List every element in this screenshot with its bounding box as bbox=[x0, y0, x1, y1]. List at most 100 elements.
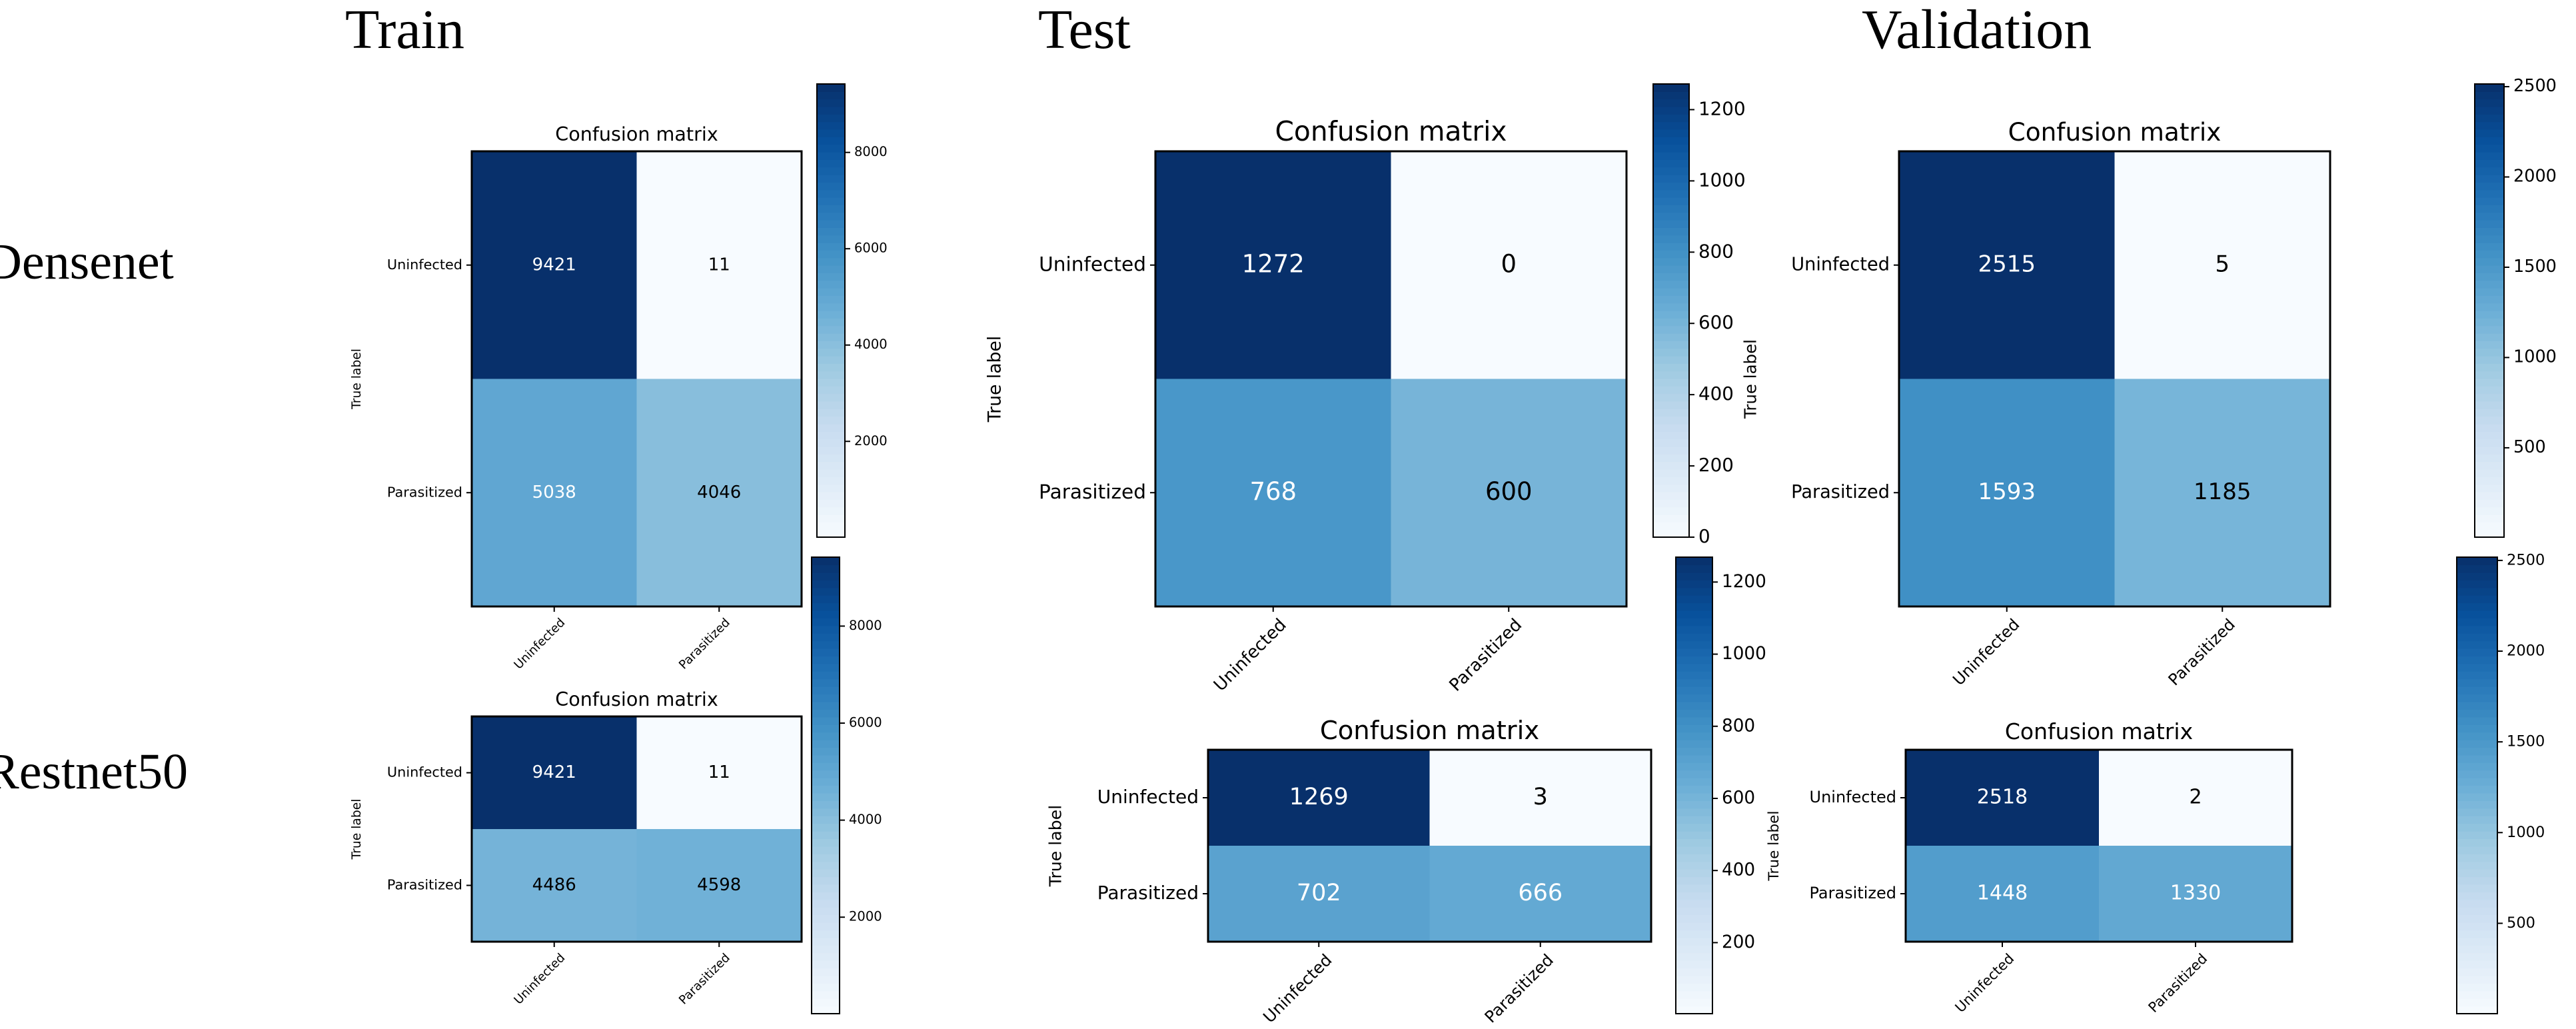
colorbar-segment bbox=[2457, 983, 2497, 992]
colorbar-segment bbox=[812, 663, 840, 672]
colorbar-tick-label: 0 bbox=[1698, 525, 1710, 547]
colorbar-segment bbox=[1676, 975, 1712, 984]
colorbar-segment bbox=[817, 182, 845, 191]
colorbar-segment bbox=[812, 762, 840, 771]
colorbar-segment bbox=[2475, 152, 2504, 160]
colorbar-segment bbox=[2457, 869, 2497, 878]
colorbar-segment bbox=[1676, 899, 1712, 908]
colorbar-segment bbox=[1653, 447, 1689, 455]
matrix-frame bbox=[1154, 150, 1628, 608]
x-tick-label: Uninfected bbox=[1210, 615, 1291, 696]
colorbar-segment bbox=[1676, 602, 1712, 611]
colorbar-segment bbox=[812, 846, 840, 854]
colorbar-segment bbox=[812, 831, 840, 840]
colorbar-segment bbox=[817, 205, 845, 213]
colorbar-segment bbox=[817, 152, 845, 160]
colorbar-segment bbox=[2457, 846, 2497, 854]
colorbar-segment bbox=[1676, 762, 1712, 771]
colorbar-segment bbox=[817, 461, 845, 470]
cell-value-label: 9421 bbox=[532, 762, 576, 782]
cell-value-label: 1185 bbox=[2194, 479, 2252, 505]
colorbar-segment bbox=[1676, 930, 1712, 938]
colorbar-segment bbox=[1676, 709, 1712, 718]
colorbar-segment bbox=[1653, 499, 1689, 508]
colorbar-segment bbox=[2457, 861, 2497, 870]
colorbar-segment bbox=[2475, 454, 2504, 463]
colorbar-segment bbox=[2457, 572, 2497, 580]
colorbar-segment bbox=[1653, 333, 1689, 341]
colorbar-segment bbox=[817, 144, 845, 153]
matrix-frame bbox=[1207, 748, 1652, 943]
colorbar-segment bbox=[817, 363, 845, 372]
colorbar-segment bbox=[2457, 899, 2497, 908]
colorbar-segment bbox=[2475, 348, 2504, 357]
column-title-test: Test bbox=[1038, 0, 1131, 61]
colorbar-segment bbox=[817, 507, 845, 515]
colorbar-segment bbox=[1676, 724, 1712, 733]
colorbar-segment bbox=[1676, 633, 1712, 642]
colorbar-segment bbox=[812, 945, 840, 954]
colorbar-segment bbox=[2457, 968, 2497, 976]
heatmap-cell bbox=[2114, 151, 2331, 379]
colorbar-segment bbox=[1653, 273, 1689, 281]
colorbar-segment bbox=[1676, 648, 1712, 657]
confusion-matrix-panel-restnet50-test: 1269 3 702 666 Confusion matrix Uninfected Par… bbox=[1045, 556, 1766, 1027]
colorbar-segment bbox=[812, 884, 840, 892]
matrix-frame bbox=[470, 715, 803, 943]
colorbar-segment bbox=[1653, 409, 1689, 417]
colorbar-segment bbox=[2475, 137, 2504, 145]
colorbar-segment bbox=[812, 937, 840, 946]
confusion-matrix-panel-restnet50-validation: 2518 2 1448 1330 Confusion matrix Uninfected P… bbox=[1766, 551, 2545, 1016]
x-tick-label: Uninfected bbox=[512, 616, 568, 672]
colorbar-segment bbox=[1676, 960, 1712, 969]
heatmap-cell bbox=[1899, 379, 2115, 607]
cell-value-label: 1593 bbox=[1978, 479, 2036, 505]
confusion-matrix-panel-densenet-train: 9421 11 5038 4046 Confusion matrix Uninfected… bbox=[350, 83, 888, 672]
y-tick-label: Parasitized bbox=[1097, 882, 1199, 904]
y-axis-label: True label bbox=[1740, 339, 1760, 419]
colorbar-segment bbox=[812, 686, 840, 695]
colorbar-segment bbox=[817, 159, 845, 168]
colorbar-segment bbox=[1653, 461, 1689, 470]
colorbar-segment bbox=[2475, 311, 2504, 319]
colorbar-segment bbox=[2475, 288, 2504, 296]
colorbar-segment bbox=[1676, 952, 1712, 961]
colorbar-segment bbox=[2475, 333, 2504, 341]
colorbar-segment bbox=[1653, 243, 1689, 251]
colorbar-segment bbox=[817, 129, 845, 137]
colorbar-frame bbox=[811, 556, 840, 1014]
colorbar-segment bbox=[1676, 686, 1712, 695]
cell-value-label: 4598 bbox=[697, 875, 741, 895]
cell-value-label: 702 bbox=[1297, 880, 1341, 906]
colorbar-segment bbox=[2457, 610, 2497, 618]
cell-value-label: 4046 bbox=[697, 483, 741, 503]
colorbar-segment bbox=[2457, 907, 2497, 916]
colorbar-segment bbox=[2475, 99, 2504, 107]
colorbar-segment bbox=[2457, 884, 2497, 892]
colorbar-segment bbox=[1676, 922, 1712, 931]
colorbar-segment bbox=[1653, 477, 1689, 485]
colorbar-segment bbox=[2457, 762, 2497, 771]
colorbar-segment bbox=[1676, 572, 1712, 580]
colorbar-segment bbox=[817, 280, 845, 289]
colorbar-segment bbox=[1653, 114, 1689, 123]
colorbar-tick-label: 500 bbox=[2507, 914, 2535, 932]
cell-value-label: 666 bbox=[1518, 880, 1563, 906]
colorbar-segment bbox=[2457, 656, 2497, 664]
colorbar-segment bbox=[812, 899, 840, 908]
colorbar-segment bbox=[1653, 175, 1689, 183]
heatmap-cell bbox=[636, 379, 802, 607]
colorbar-segment bbox=[2475, 356, 2504, 364]
colorbar-tick-label: 400 bbox=[1698, 383, 1734, 405]
heatmap-cell bbox=[1155, 379, 1391, 607]
colorbar-segment bbox=[2457, 557, 2497, 566]
cell-value-label: 3 bbox=[1533, 784, 1548, 810]
colorbar-segment bbox=[2475, 144, 2504, 153]
colorbar-segment bbox=[817, 424, 845, 432]
colorbar-segment bbox=[817, 114, 845, 123]
colorbar-segment bbox=[2475, 235, 2504, 243]
y-tick-label: Parasitized bbox=[387, 484, 462, 500]
x-tick-label: Uninfected bbox=[1952, 950, 2018, 1016]
x-tick-label: Parasitized bbox=[1481, 950, 1557, 1027]
colorbar-segment bbox=[1676, 998, 1712, 1007]
